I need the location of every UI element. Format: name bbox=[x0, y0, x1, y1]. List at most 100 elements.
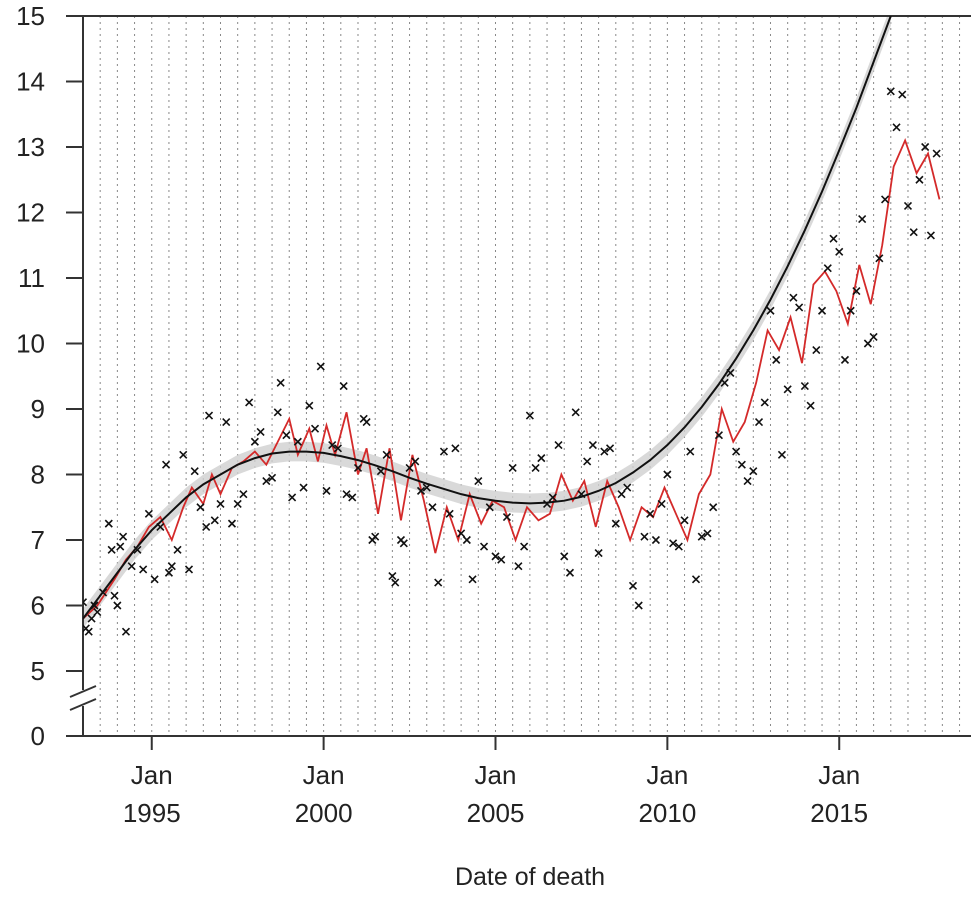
y-tick-label: 6 bbox=[31, 591, 45, 621]
data-point bbox=[164, 568, 174, 577]
data-point bbox=[823, 264, 832, 273]
data-point bbox=[127, 562, 136, 571]
data-point bbox=[371, 532, 380, 541]
data-point bbox=[348, 493, 357, 502]
data-point bbox=[651, 535, 660, 545]
data-point bbox=[663, 470, 672, 479]
data-point bbox=[617, 490, 626, 499]
data-point bbox=[150, 575, 159, 584]
data-point bbox=[800, 382, 809, 391]
data-point bbox=[869, 332, 878, 342]
data-point bbox=[674, 542, 683, 551]
data-point bbox=[83, 598, 88, 607]
data-point bbox=[267, 473, 277, 482]
data-point bbox=[754, 418, 764, 427]
data-point bbox=[479, 542, 489, 551]
y-tick-label: 11 bbox=[18, 263, 45, 293]
confidence-band bbox=[83, 16, 891, 629]
x-tick-label-month: Jan bbox=[818, 760, 860, 790]
data-point bbox=[646, 509, 655, 518]
data-point bbox=[611, 519, 620, 528]
data-point bbox=[382, 450, 391, 459]
data-point bbox=[202, 522, 211, 531]
data-point bbox=[502, 513, 512, 522]
data-point bbox=[139, 565, 148, 574]
data-point bbox=[110, 591, 119, 600]
data-point bbox=[173, 545, 182, 554]
y-tick-label: 5 bbox=[31, 656, 45, 686]
y-tick-label: 8 bbox=[31, 460, 45, 490]
data-point bbox=[508, 463, 517, 473]
axis-break-mark bbox=[69, 685, 97, 698]
data-point bbox=[886, 87, 895, 96]
y-tick-label: 15 bbox=[16, 1, 45, 31]
data-point bbox=[634, 601, 643, 610]
data-point bbox=[87, 614, 96, 623]
data-point bbox=[416, 486, 426, 495]
data-point bbox=[144, 509, 153, 518]
data-point bbox=[525, 411, 534, 420]
data-point bbox=[93, 607, 102, 617]
data-point bbox=[216, 499, 225, 509]
data-point bbox=[222, 418, 231, 427]
data-point bbox=[542, 499, 552, 509]
y-tick-label: 9 bbox=[31, 394, 45, 424]
data-point bbox=[926, 231, 935, 240]
data-point bbox=[628, 581, 638, 590]
data-point bbox=[434, 578, 443, 587]
data-point bbox=[537, 454, 546, 463]
data-point bbox=[714, 431, 723, 440]
data-point bbox=[196, 503, 205, 512]
data-point bbox=[691, 575, 701, 584]
data-point bbox=[342, 490, 351, 499]
data-point bbox=[121, 627, 131, 636]
y-tick-label: 14 bbox=[16, 67, 45, 97]
data-point bbox=[531, 463, 540, 473]
data-point bbox=[339, 382, 348, 391]
data-point bbox=[909, 228, 918, 237]
data-point bbox=[703, 529, 712, 538]
data-point bbox=[245, 398, 254, 407]
data-point bbox=[583, 457, 592, 466]
data-point bbox=[846, 306, 855, 315]
data-point bbox=[915, 175, 924, 184]
data-point bbox=[204, 411, 214, 420]
data-point bbox=[119, 532, 128, 541]
y-tick-label: 10 bbox=[16, 329, 45, 359]
data-point bbox=[565, 568, 575, 577]
data-point bbox=[560, 552, 569, 561]
data-point bbox=[777, 450, 787, 459]
data-point bbox=[179, 450, 188, 459]
data-point bbox=[697, 532, 706, 541]
red-smoothed-line bbox=[83, 137, 941, 620]
data-point bbox=[90, 601, 99, 610]
data-point bbox=[760, 398, 769, 407]
data-point bbox=[210, 516, 219, 525]
data-point bbox=[133, 545, 142, 554]
data-point bbox=[514, 562, 523, 571]
data-point bbox=[276, 378, 285, 387]
data-point bbox=[709, 503, 718, 512]
data-point bbox=[391, 578, 400, 587]
data-point bbox=[293, 437, 302, 446]
x-tick-label-month: Jan bbox=[475, 760, 517, 790]
data-point bbox=[835, 247, 844, 256]
data-point bbox=[104, 519, 113, 528]
data-point bbox=[571, 408, 580, 417]
data-point bbox=[362, 418, 371, 427]
data-point bbox=[875, 254, 884, 263]
axis-break-mark bbox=[69, 698, 97, 711]
data-point bbox=[640, 532, 649, 541]
data-point bbox=[795, 303, 804, 312]
data-point bbox=[726, 368, 735, 378]
data-point bbox=[256, 427, 265, 436]
data-point bbox=[880, 195, 890, 204]
data-point bbox=[273, 408, 282, 417]
data-point bbox=[162, 460, 171, 469]
data-point bbox=[239, 490, 248, 499]
data-point bbox=[898, 90, 907, 99]
data-point bbox=[749, 467, 758, 476]
black-trend-line bbox=[83, 16, 892, 620]
data-point bbox=[184, 565, 194, 574]
data-point bbox=[840, 355, 850, 364]
